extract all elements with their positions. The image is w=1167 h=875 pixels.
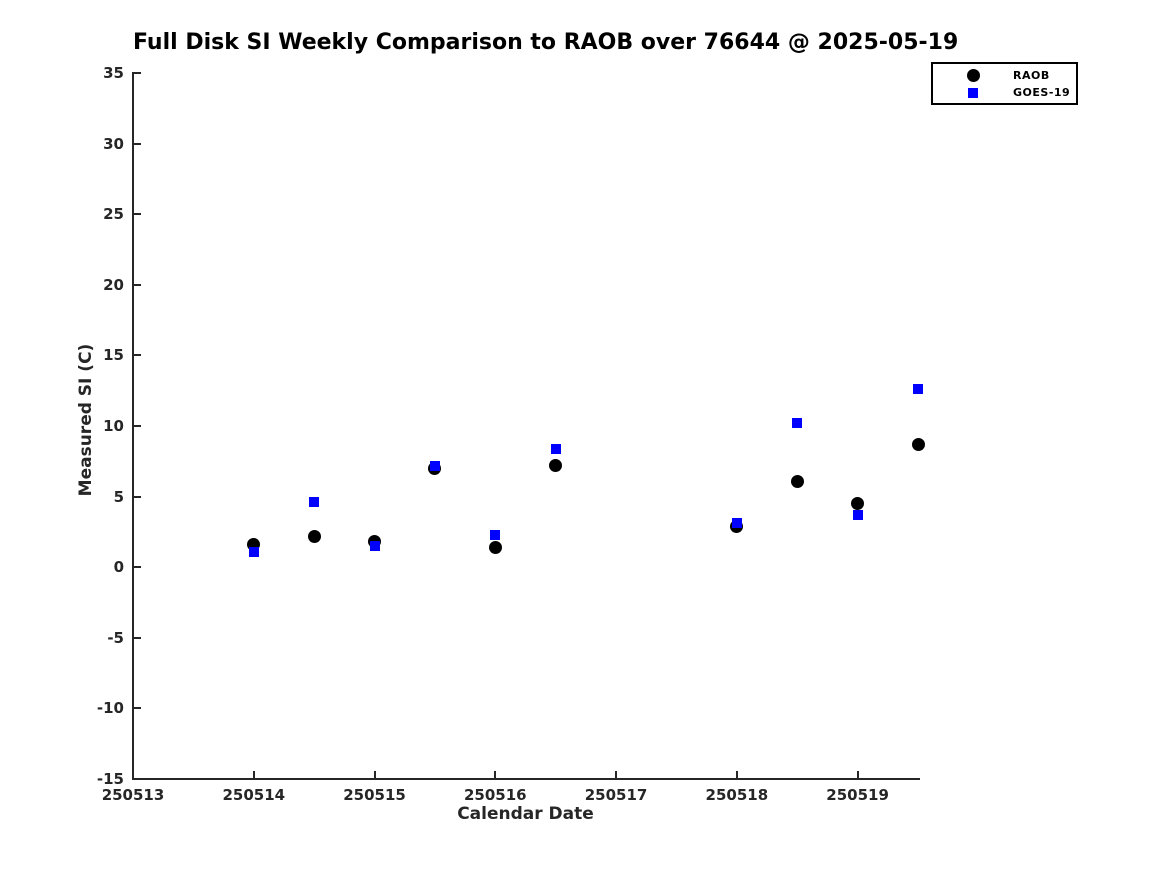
y-tick-mark [134, 425, 141, 427]
legend-label-goes19: GOES-19 [1013, 86, 1071, 99]
goes-19-square-marker-icon [968, 87, 978, 98]
goes-19-data-point [490, 529, 501, 540]
raob-data-point [307, 529, 321, 543]
goes-19-data-point [913, 384, 923, 395]
x-tick-label: 250518 [705, 786, 769, 804]
goes-19-data-point [248, 546, 259, 557]
y-tick-mark [134, 354, 141, 357]
legend-label-raob: RAOB [1013, 69, 1050, 82]
legend-marker-cell [933, 87, 1013, 98]
y-tick-label: 30 [103, 134, 124, 153]
chart-title: Full Disk SI Weekly Comparison to RAOB o… [133, 30, 959, 55]
x-tick-label: 250516 [463, 786, 527, 804]
x-tick-label: 250514 [222, 786, 286, 804]
goes-19-data-point [309, 497, 320, 508]
y-tick-mark [134, 72, 141, 74]
x-axis-label: Calendar Date [457, 804, 594, 824]
goes-19-data-point [792, 418, 803, 429]
x-tick-mark [615, 771, 618, 778]
y-tick-mark [134, 778, 141, 780]
x-tick-mark [856, 771, 859, 778]
x-tick-mark [373, 771, 376, 778]
x-tick-label: 250515 [343, 786, 406, 804]
goes-19-data-point [369, 541, 380, 552]
x-tick-mark [494, 771, 497, 778]
y-axis-line [132, 72, 134, 780]
y-tick-mark [134, 213, 141, 216]
legend-marker-cell [933, 69, 1013, 82]
y-tick-label: -5 [107, 628, 124, 647]
x-tick-mark [252, 771, 255, 778]
y-tick-mark [134, 283, 141, 286]
y-tick-label: 15 [103, 346, 124, 365]
x-axis-line [132, 778, 920, 780]
legend-entry-raob: RAOB [933, 67, 1076, 84]
y-tick-label: -10 [96, 699, 124, 718]
raob-circle-marker-icon [966, 69, 980, 82]
y-tick-label: -15 [96, 770, 124, 788]
y-tick-label: 20 [103, 275, 124, 294]
y-tick-mark [134, 707, 141, 710]
x-tick-mark [132, 771, 134, 778]
x-tick-mark [735, 771, 738, 778]
x-tick-label: 250519 [826, 786, 889, 804]
y-tick-label: 25 [103, 205, 124, 224]
y-tick-mark [134, 566, 141, 569]
y-tick-mark [134, 142, 141, 145]
y-tick-label: 0 [113, 558, 124, 577]
goes-19-data-point [429, 460, 440, 471]
raob-data-point [488, 540, 502, 554]
goes-19-data-point [731, 518, 742, 529]
y-tick-label: 35 [103, 64, 124, 82]
y-tick-label: 10 [103, 417, 124, 435]
x-tick-label: 250517 [584, 786, 648, 804]
raob-data-point [851, 497, 865, 511]
raob-data-point [911, 437, 925, 451]
goes-19-data-point [550, 443, 561, 454]
raob-data-point [790, 474, 804, 488]
legend-entry-goes19: GOES-19 [933, 84, 1076, 101]
x-tick-label: 250513 [101, 786, 165, 804]
goes-19-data-point [852, 509, 863, 520]
y-tick-mark [134, 495, 141, 498]
legend: RAOB GOES-19 [931, 62, 1078, 105]
raob-data-point [549, 459, 563, 473]
y-tick-label: 5 [113, 487, 124, 506]
y-tick-mark [134, 636, 141, 639]
